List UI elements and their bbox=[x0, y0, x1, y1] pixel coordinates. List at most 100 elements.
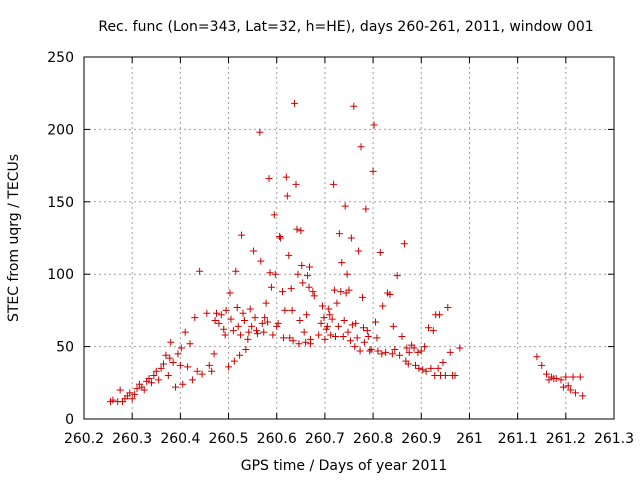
data-point bbox=[328, 315, 336, 323]
data-point bbox=[320, 314, 328, 322]
data-point bbox=[353, 334, 361, 342]
data-point bbox=[147, 379, 155, 387]
data-point bbox=[538, 361, 546, 369]
data-point bbox=[131, 390, 139, 398]
data-point bbox=[239, 309, 247, 317]
data-point bbox=[400, 240, 408, 248]
data-point bbox=[346, 337, 354, 345]
data-point bbox=[288, 306, 296, 314]
data-point bbox=[306, 340, 314, 348]
axis-ticks bbox=[83, 56, 615, 420]
data-point bbox=[293, 225, 301, 233]
data-point bbox=[391, 345, 399, 353]
data-point bbox=[559, 383, 567, 391]
data-point bbox=[116, 386, 124, 394]
data-point bbox=[271, 270, 279, 278]
data-point bbox=[352, 319, 360, 327]
data-point bbox=[229, 327, 237, 335]
data-point bbox=[322, 325, 330, 333]
data-point bbox=[258, 319, 266, 327]
data-point bbox=[366, 347, 374, 355]
data-point bbox=[417, 347, 425, 355]
data-point bbox=[309, 288, 317, 296]
data-point bbox=[205, 361, 213, 369]
data-point bbox=[376, 248, 384, 256]
data-point bbox=[422, 367, 430, 375]
data-point bbox=[211, 317, 219, 325]
data-point bbox=[355, 247, 363, 255]
data-point bbox=[345, 286, 353, 294]
data-point bbox=[337, 288, 345, 296]
data-point bbox=[264, 318, 272, 326]
data-point bbox=[273, 322, 281, 330]
data-point bbox=[327, 331, 335, 339]
data-point bbox=[421, 343, 429, 351]
data-point bbox=[325, 305, 333, 313]
data-point bbox=[319, 302, 326, 310]
data-point bbox=[217, 311, 225, 319]
data-point bbox=[225, 363, 233, 371]
data-point bbox=[310, 292, 318, 300]
data-point bbox=[367, 345, 375, 353]
data-point bbox=[374, 347, 382, 355]
data-point bbox=[160, 360, 167, 368]
data-point bbox=[166, 354, 174, 362]
data-point bbox=[157, 364, 165, 372]
data-point bbox=[552, 374, 560, 382]
data-point bbox=[196, 267, 204, 275]
data-point bbox=[332, 332, 340, 340]
data-point bbox=[276, 233, 284, 241]
data-point bbox=[188, 376, 196, 384]
data-point bbox=[321, 335, 329, 343]
data-point bbox=[279, 334, 287, 342]
data-point bbox=[299, 279, 307, 287]
data-point bbox=[297, 227, 305, 235]
data-point bbox=[294, 270, 302, 278]
data-point bbox=[347, 234, 355, 242]
data-point bbox=[109, 396, 117, 404]
data-point bbox=[364, 332, 372, 340]
data-point bbox=[257, 257, 265, 265]
data-point bbox=[340, 317, 348, 325]
data-point bbox=[415, 364, 423, 372]
data-point bbox=[571, 389, 579, 397]
data-point bbox=[342, 289, 350, 297]
data-point bbox=[237, 331, 245, 339]
data-point bbox=[579, 392, 587, 400]
data-point bbox=[233, 304, 241, 312]
data-point bbox=[251, 314, 259, 322]
data-point bbox=[370, 121, 378, 129]
data-point bbox=[291, 99, 299, 107]
grid-lines bbox=[84, 57, 614, 419]
data-point bbox=[282, 173, 290, 181]
data-point bbox=[569, 373, 577, 381]
data-point bbox=[245, 328, 253, 336]
data-point bbox=[230, 357, 238, 365]
data-point bbox=[248, 322, 256, 330]
data-point bbox=[261, 314, 269, 322]
data-point bbox=[295, 340, 303, 348]
data-point bbox=[567, 386, 575, 394]
x-tick-label: 260.9 bbox=[401, 431, 441, 447]
data-point bbox=[176, 361, 184, 369]
data-point bbox=[562, 373, 570, 381]
data-point bbox=[343, 270, 351, 278]
data-point bbox=[198, 370, 206, 378]
data-point bbox=[334, 322, 342, 330]
data-point bbox=[210, 350, 218, 358]
data-point bbox=[456, 344, 464, 352]
data-point bbox=[155, 376, 163, 384]
data-point bbox=[193, 367, 201, 375]
data-point bbox=[203, 309, 211, 317]
x-tick-label: 260.5 bbox=[208, 431, 248, 447]
data-point bbox=[357, 143, 365, 151]
x-axis-title: GPS time / Days of year 2011 bbox=[241, 458, 448, 474]
x-tick-label: 260.2 bbox=[64, 431, 104, 447]
data-point bbox=[267, 283, 275, 291]
data-point bbox=[317, 319, 325, 327]
data-point bbox=[269, 331, 277, 339]
data-point bbox=[389, 322, 397, 330]
data-point bbox=[359, 324, 367, 332]
data-point bbox=[140, 386, 148, 394]
data-point bbox=[335, 230, 343, 238]
